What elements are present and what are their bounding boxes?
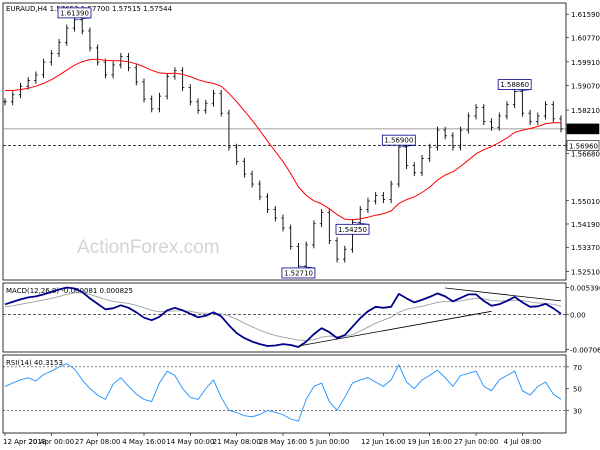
rsi-panel-frame <box>2 354 567 434</box>
price-annotation-label-4: 1.54250 <box>338 226 367 234</box>
x-tick-label: 27 Jun 00:00 <box>454 438 498 446</box>
price-y-tick-label: 1.54190 <box>571 221 600 229</box>
price-y-tick-box <box>566 123 600 135</box>
price-annotation-label-2: 1.52710 <box>284 269 313 277</box>
moving-average-line <box>5 58 561 221</box>
price-annotation-box-3 <box>381 134 416 146</box>
macd-y-tick-label: 0.00 <box>570 311 586 319</box>
rsi-y-tick-label: 70 <box>573 364 582 372</box>
price-y-tick-label: 1.59070 <box>571 83 600 91</box>
x-tick-label: 14 May 00:00 <box>166 438 214 446</box>
price-annotation-label-1: 1.61390 <box>60 9 89 17</box>
macd-main-line <box>4 286 562 348</box>
price-annotation-label-3: 1.56900 <box>384 137 413 145</box>
price-y-tick-label: 1.55010 <box>571 198 600 206</box>
price-y-tick-label: 1.60770 <box>571 34 600 42</box>
macd-panel-title: MACD(12,26,9) -0.000081 0.000825 <box>6 287 133 295</box>
rsi-line <box>4 363 562 422</box>
price-annotation-box-2 <box>281 267 316 279</box>
price-annotation-box-5 <box>497 79 532 91</box>
macd-signal-line <box>4 292 562 342</box>
rsi-y-tick-label: 50 <box>573 386 582 394</box>
x-tick-label: 20 Apr 00:00 <box>29 438 75 446</box>
price-annotation-leader-3 <box>398 144 416 148</box>
price-y-tick-label: 1.57544 <box>569 126 598 134</box>
macd-trendline-1 <box>298 310 492 347</box>
rsi-y-tick-label: 30 <box>573 407 582 415</box>
price-annotation-leader-5 <box>514 89 532 92</box>
price-y-tick-box <box>566 140 600 151</box>
x-tick-label: 4 Jul 08:00 <box>504 438 542 446</box>
macd-panel-frame <box>2 282 567 353</box>
price-annotation-box-4 <box>335 223 370 235</box>
price-annotation-leader-2 <box>298 265 315 269</box>
macd-y-tick-label: -0.007064 <box>570 346 600 354</box>
x-tick-label: 12 Apr 2018 <box>3 438 46 446</box>
price-annotation-leader-4 <box>352 222 370 225</box>
rsi-panel-title: RSI(14) 40.3153 <box>6 359 63 367</box>
price-y-tick-label: 1.61590 <box>571 11 600 19</box>
price-y-tick-label: 1.53370 <box>571 244 600 252</box>
price-y-tick-label: 1.58210 <box>571 107 600 115</box>
macd-trendline-2 <box>445 287 562 302</box>
x-tick-label: 21 May 08:00 <box>213 438 261 446</box>
macd-y-tick-label: 0.005396 <box>570 284 600 292</box>
axis-layer: 1.61590 1.60770 1.59910 1.59070 1.58210 1.575… <box>3 11 600 446</box>
x-tick-label: 5 Jun 00:00 <box>309 438 349 446</box>
price-annotation-leader-1 <box>74 17 92 21</box>
price-y-tick-label: 1.56680 <box>571 150 600 158</box>
watermark: ActionForex.com <box>77 237 220 258</box>
price-y-tick-label: 1.59910 <box>571 59 600 67</box>
x-tick-label: 4 May 16:00 <box>122 438 166 446</box>
price-y-tick-label: 1.56960 <box>569 142 598 150</box>
x-tick-label: 28 May 16:00 <box>259 438 307 446</box>
x-tick-label: 27 Apr 08:00 <box>75 438 121 446</box>
price-annotation-box-1 <box>57 7 92 19</box>
x-tick-label: 12 Jun 16:00 <box>361 438 405 446</box>
price-panel-frame <box>2 2 567 281</box>
price-annotation-label-5: 1.58860 <box>500 81 529 89</box>
price-y-tick-label: 1.52510 <box>571 269 600 277</box>
annotation-layer: 1.61390 1.52710 1.56900 1.54250 1.58860 <box>57 7 532 279</box>
x-tick-label: 19 Jun 16:00 <box>407 438 451 446</box>
